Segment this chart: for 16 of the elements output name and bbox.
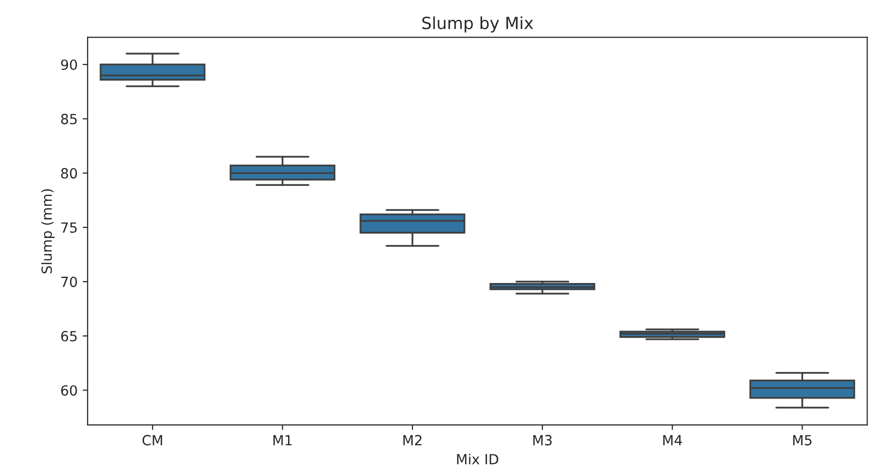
y-tick-label: 80 [61, 168, 77, 179]
x-tick-label: M1 [273, 435, 292, 446]
x-tick-label: M5 [793, 435, 812, 446]
y-tick-label: 85 [61, 114, 77, 124]
chart-title: Slump by Mix [422, 16, 534, 32]
x-tick-label: CM [142, 434, 162, 446]
y-tick-label: 90 [61, 59, 77, 70]
y-tick-label: 65 [61, 330, 77, 342]
x-tick-label: M4 [663, 435, 682, 446]
y-tick-label: 60 [61, 385, 77, 396]
x-tick-label: M2 [403, 434, 422, 446]
y-tick-label: 70 [61, 276, 77, 288]
x-axis-title: Mix ID [457, 454, 498, 464]
x-tick-label: M3 [533, 434, 552, 446]
y-tick-label: 75 [61, 222, 77, 233]
y-axis-title: Slump (mm) [41, 189, 55, 274]
